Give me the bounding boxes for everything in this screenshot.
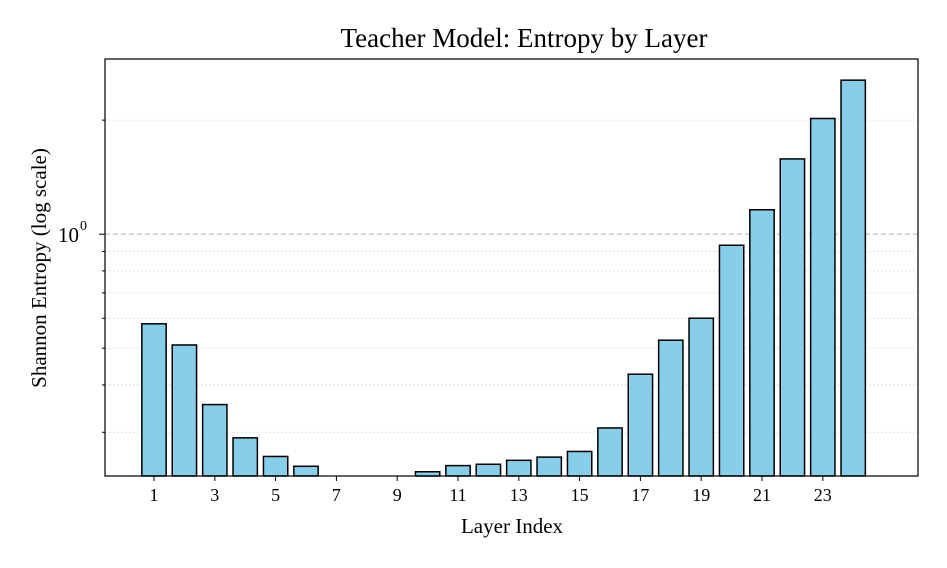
chart-title: Teacher Model: Entropy by Layer: [341, 23, 708, 53]
bar-layer-13: [505, 459, 532, 477]
x-tick-label: 3: [210, 485, 219, 505]
bar-layer-2: [171, 344, 198, 477]
bar-layer-20: [718, 244, 745, 477]
x-tick-label: 15: [571, 485, 589, 505]
x-tick-label: 21: [753, 485, 771, 505]
bar-layer-15: [566, 450, 593, 477]
x-axis-ticks: 1 3 5 7 9 11 13 15 17 19 21 23: [150, 476, 832, 505]
y-tick-label: 10: [58, 223, 79, 247]
bar-layer-21: [749, 209, 775, 477]
x-tick-label: 11: [449, 485, 466, 505]
plot-frame: [104, 58, 919, 477]
bar-layer-22: [779, 158, 806, 477]
bar-layer-14: [536, 456, 563, 477]
bar-layer-23: [809, 117, 836, 477]
bar-layer-1: [141, 323, 167, 477]
x-tick-label: 5: [271, 485, 280, 505]
bar-layer-3: [201, 403, 228, 477]
bar-layer-16: [597, 427, 623, 477]
x-tick-label: 13: [510, 485, 528, 505]
bar-layer-19: [688, 317, 715, 477]
bar-layer-5: [262, 455, 289, 477]
bar-layer-24: [840, 79, 867, 477]
y-axis-label: Shannon Entropy (log scale): [27, 148, 51, 388]
x-tick-label: 19: [692, 485, 710, 505]
bar-layer-10: [414, 471, 441, 477]
bar-layer-6: [293, 465, 319, 477]
x-tick-label: 17: [631, 485, 649, 505]
bar-layer-4: [232, 437, 259, 477]
bar-layer-12: [475, 463, 502, 477]
x-tick-label: 9: [393, 485, 402, 505]
x-tick-label: 23: [814, 485, 832, 505]
bar-layer-11: [445, 464, 471, 477]
bar-layer-18: [657, 339, 684, 477]
y-axis-ticks: 10 0: [58, 119, 105, 433]
x-tick-label: 1: [150, 485, 159, 505]
bar-layer-17: [627, 373, 654, 477]
y-tick-exponent: 0: [80, 219, 87, 234]
x-axis-label: Layer Index: [461, 514, 564, 538]
x-tick-label: 7: [332, 485, 341, 505]
